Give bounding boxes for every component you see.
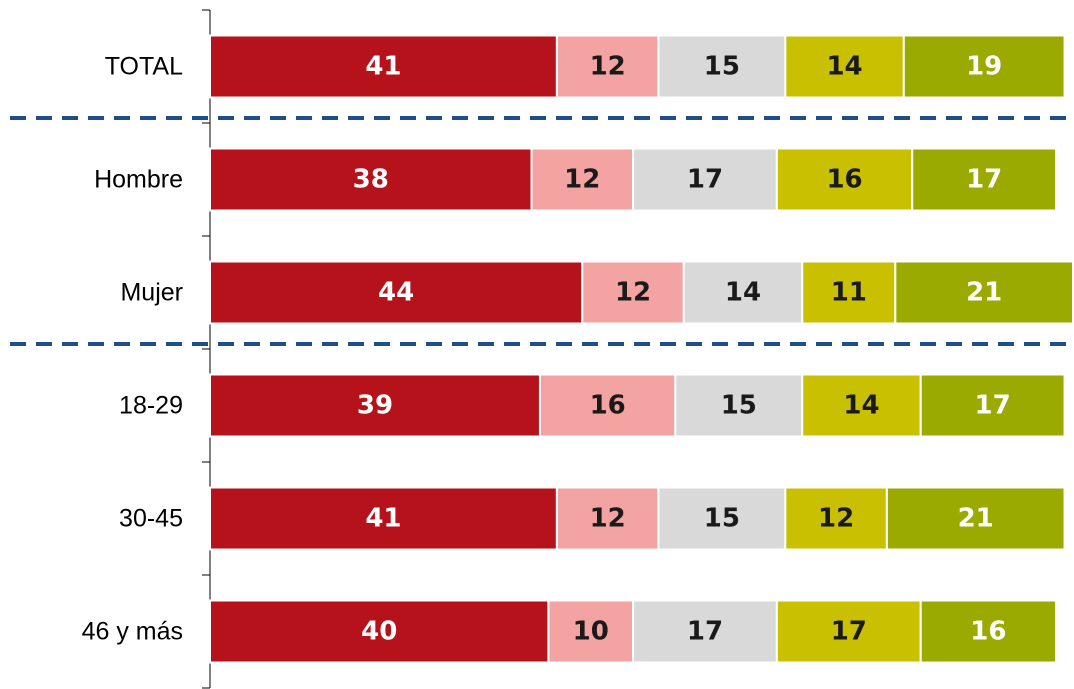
- value-label: 12: [615, 278, 651, 308]
- value-label: 17: [687, 617, 723, 647]
- value-label: 17: [687, 165, 723, 195]
- bar-segment: [801, 373, 922, 438]
- value-label: 15: [721, 391, 757, 421]
- bar-segment: [530, 147, 635, 212]
- value-label: 14: [725, 278, 761, 308]
- bar-segment: [775, 599, 922, 664]
- category-label: 30-45: [119, 505, 183, 533]
- bar-segment: [657, 486, 787, 551]
- bar-segment: [632, 147, 778, 212]
- value-label: 41: [365, 52, 401, 82]
- bar-segment: [784, 34, 905, 99]
- value-label: 15: [704, 52, 740, 82]
- value-label: 44: [378, 278, 414, 308]
- category-label: TOTAL: [105, 53, 183, 81]
- bar-segment: [801, 260, 897, 325]
- value-label: 15: [704, 504, 740, 534]
- value-label: 16: [590, 391, 626, 421]
- value-label: 17: [831, 617, 867, 647]
- bar-segment: [581, 260, 685, 325]
- value-label: 16: [826, 165, 862, 195]
- bar-segment: [911, 147, 1058, 212]
- bar-segment: [547, 599, 635, 664]
- value-label: 16: [970, 617, 1006, 647]
- value-label: 21: [958, 504, 994, 534]
- value-label: 12: [590, 504, 626, 534]
- bar-segment: [538, 373, 677, 438]
- bar-segment: [885, 486, 1066, 551]
- bar-segment: [674, 373, 804, 438]
- value-label: 39: [357, 391, 393, 421]
- value-label: 12: [818, 504, 854, 534]
- category-label: 46 y más: [82, 618, 183, 646]
- value-label: 17: [975, 391, 1011, 421]
- value-label: 17: [966, 165, 1002, 195]
- value-label: 12: [564, 165, 600, 195]
- category-label: Hombre: [94, 166, 183, 194]
- bar-segment: [209, 486, 558, 551]
- bar-segment: [657, 34, 787, 99]
- bar-segment: [919, 599, 1058, 664]
- bar-segment: [209, 599, 550, 664]
- bar-segment: [919, 373, 1066, 438]
- value-label: 10: [573, 617, 609, 647]
- bar-segment: [209, 34, 558, 99]
- category-label: Mujer: [120, 279, 183, 307]
- value-label: 12: [590, 52, 626, 82]
- value-label: 11: [831, 278, 867, 308]
- value-label: 41: [365, 504, 401, 534]
- category-label: 18-29: [119, 392, 183, 420]
- value-label: 38: [353, 165, 389, 195]
- value-label: 14: [843, 391, 879, 421]
- bar-segment: [894, 260, 1074, 325]
- bar-segment: [209, 147, 533, 212]
- bar-segment: [902, 34, 1066, 99]
- bar-segment: [209, 373, 541, 438]
- value-label: 21: [966, 278, 1002, 308]
- value-label: 40: [361, 617, 397, 647]
- bar-segment: [209, 260, 584, 325]
- value-label: 14: [826, 52, 862, 82]
- value-label: 19: [966, 52, 1002, 82]
